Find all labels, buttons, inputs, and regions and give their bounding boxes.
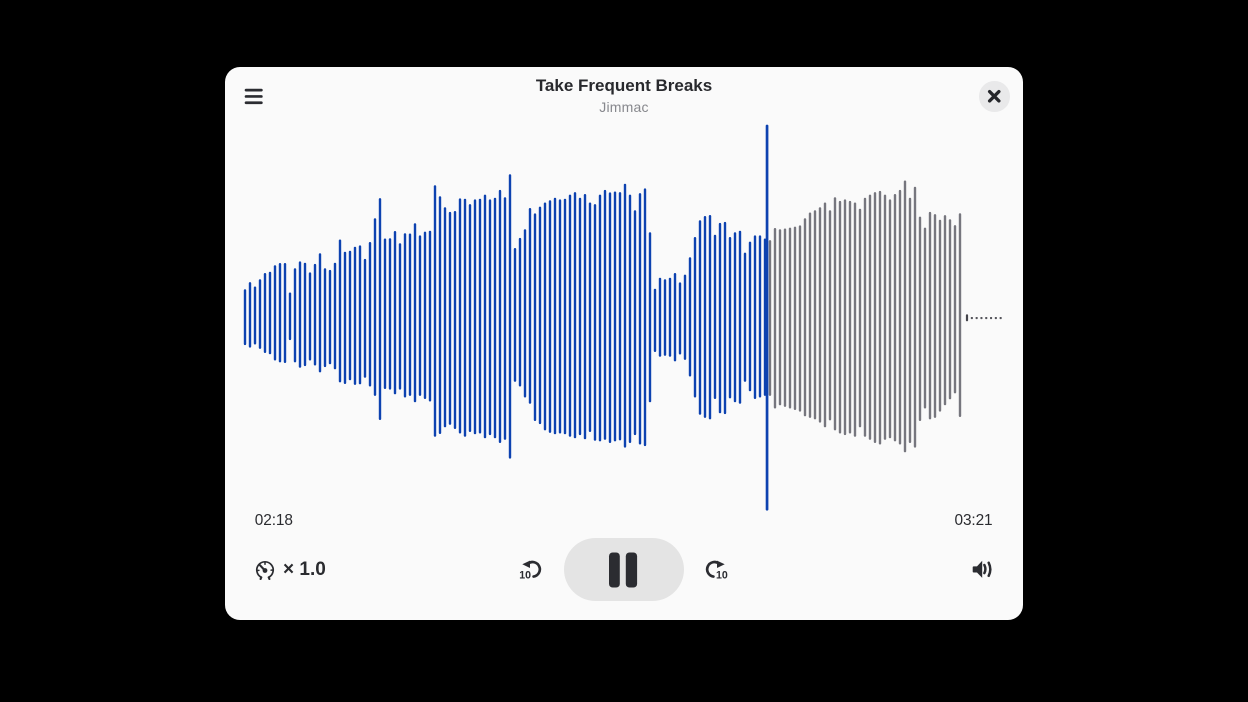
svg-text:10: 10	[716, 570, 728, 582]
svg-text:10: 10	[519, 570, 531, 582]
